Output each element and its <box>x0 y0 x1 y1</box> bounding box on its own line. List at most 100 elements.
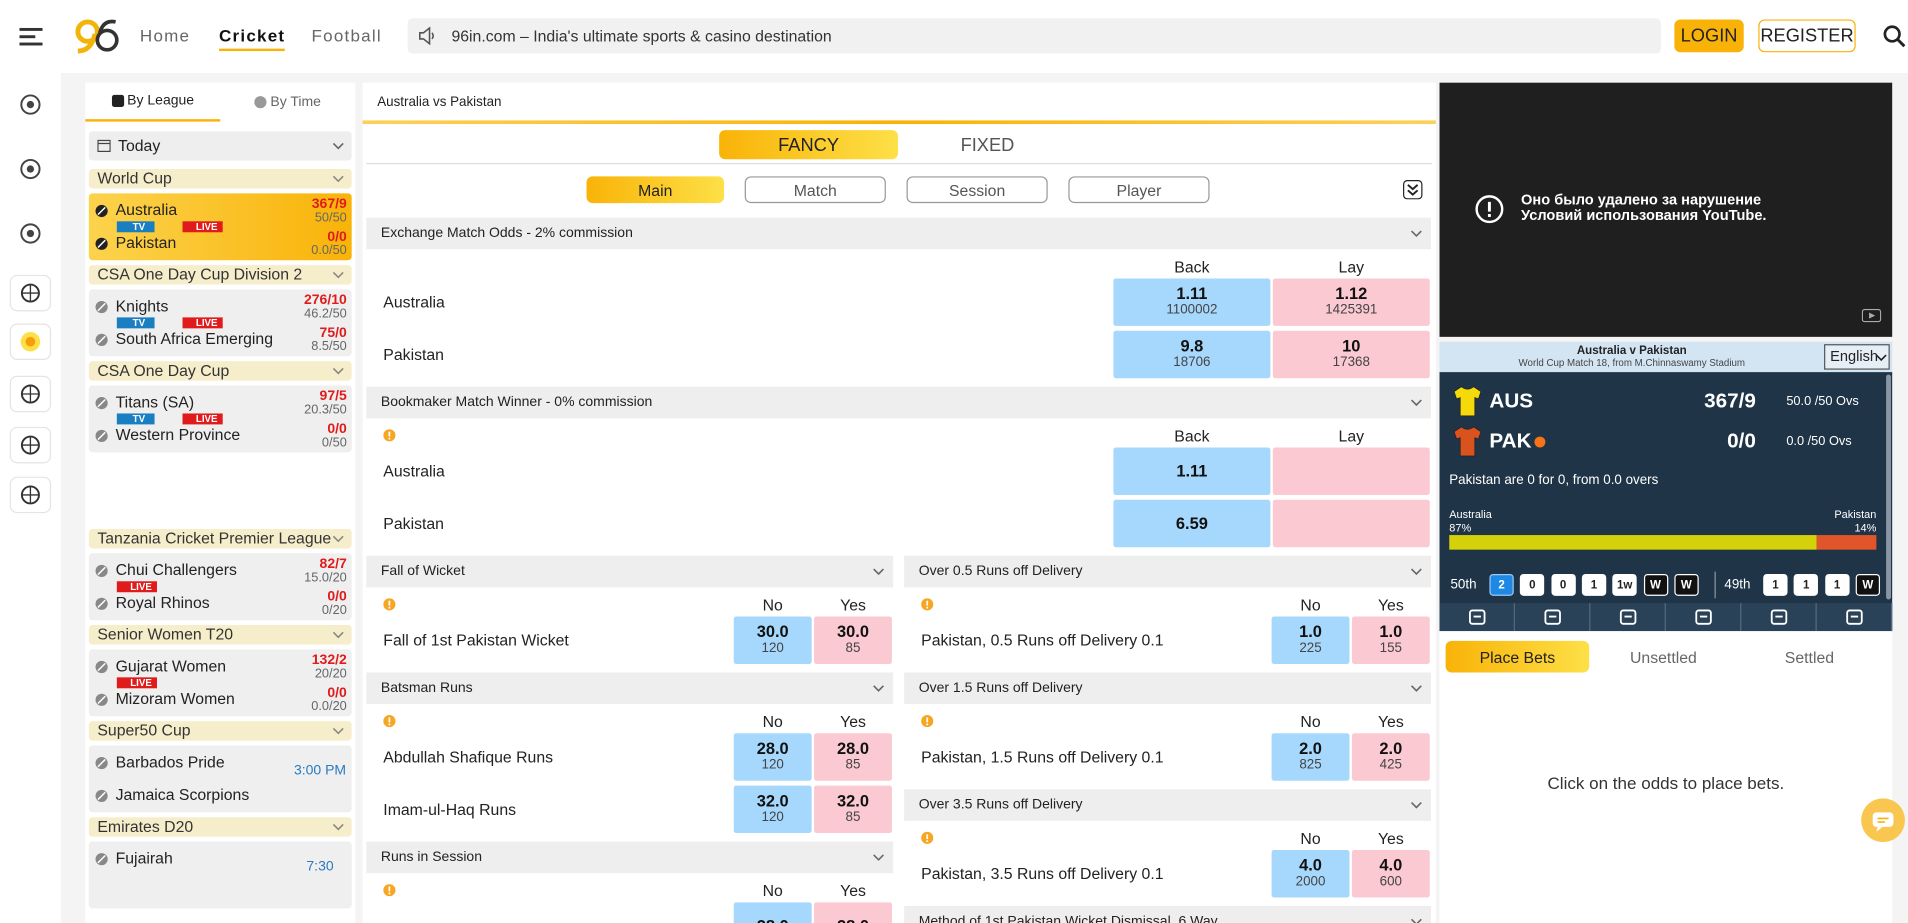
scoreboard-tab[interactable] <box>1590 603 1666 632</box>
odds-size: 2000 <box>1295 874 1326 889</box>
match-card[interactable]: Titans (SA) 97/5 20.3/50 Western Province 0/… <box>88 385 352 453</box>
sub-tab[interactable]: Main <box>586 176 725 204</box>
league-header[interactable] <box>88 265 352 285</box>
scoreboard-tab[interactable] <box>1440 603 1515 632</box>
odds-button[interactable]: 1.12 1425391 <box>1272 278 1430 326</box>
chevron <box>332 631 344 639</box>
market-header[interactable] <box>366 672 894 705</box>
market-title: Runs in Session <box>380 850 483 865</box>
odds-button[interactable]: 10 17368 <box>1272 330 1430 379</box>
odds-price: 4.0 <box>1299 856 1322 875</box>
scoreboard-tab[interactable] <box>1741 603 1817 632</box>
match-card[interactable]: Barbados Pride Jamaica Scorpions 3:00 PM <box>88 745 352 813</box>
team-score: 0/0 <box>327 421 347 437</box>
icon-part <box>95 397 108 410</box>
market-header[interactable] <box>904 789 1432 821</box>
collapse-button[interactable] <box>1403 179 1423 200</box>
sub-tab[interactable]: Session <box>906 176 1048 204</box>
icon-part <box>419 26 434 45</box>
league-header[interactable] <box>88 361 352 381</box>
odds-button[interactable]: 32.0 85 <box>814 785 892 834</box>
rail-icon[interactable] <box>19 158 41 180</box>
odds-button[interactable]: 1.11 1100002 <box>1113 278 1271 326</box>
odds-button[interactable]: 32.0 120 <box>733 785 812 834</box>
market-header[interactable] <box>366 217 1432 250</box>
market-header[interactable] <box>904 672 1432 705</box>
chevron <box>332 535 344 543</box>
league-header[interactable] <box>88 817 352 837</box>
market-header[interactable] <box>366 841 894 874</box>
odds-size: 120 <box>761 757 784 773</box>
bet-tab[interactable]: Settled <box>1784 647 1835 666</box>
menu-button[interactable] <box>19 27 43 46</box>
odds-button[interactable]: 1.0 155 <box>1351 616 1430 664</box>
odds-button[interactable] <box>1272 499 1430 548</box>
icon-part <box>95 789 108 802</box>
icon-part <box>21 486 39 504</box>
icon-part <box>1410 399 1422 407</box>
rail-icon[interactable] <box>19 94 41 116</box>
odds-button[interactable]: 9.8 18706 <box>1113 330 1271 379</box>
market-tab[interactable]: FANCY <box>719 130 899 160</box>
odds-button[interactable]: 4.0 600 <box>1351 850 1430 898</box>
logo[interactable] <box>74 17 120 56</box>
runner-name: Australia <box>383 293 445 312</box>
register-button[interactable]: REGISTER <box>1758 19 1856 53</box>
rail-icon[interactable] <box>19 223 41 245</box>
market-header[interactable] <box>904 555 1432 588</box>
nav-link[interactable]: Cricket <box>219 22 286 52</box>
odds-button[interactable]: 1.0 225 <box>1271 616 1350 664</box>
league-header[interactable] <box>88 721 352 741</box>
icon-part <box>95 564 108 578</box>
runner-name: Australia <box>383 462 445 481</box>
odds-button[interactable]: 2.0 825 <box>1271 733 1350 781</box>
match-card[interactable]: Fujairah 7:30 <box>88 841 352 909</box>
team-name: Western Province <box>115 425 241 444</box>
sidebar-tab[interactable]: By League <box>85 83 221 122</box>
league-header[interactable] <box>88 169 352 189</box>
sidebar-tab[interactable]: By Time <box>220 83 355 122</box>
nav-link[interactable]: Home <box>139 25 191 45</box>
team-overs: 46.2/50 <box>304 306 347 322</box>
match-card[interactable]: Chui Challengers 82/7 15.0/20 Royal Rhinos 0… <box>88 553 352 621</box>
bet-tab[interactable]: Place Bets <box>1445 640 1590 673</box>
icon-part <box>1410 685 1422 692</box>
odds-button[interactable]: 28.0 <box>733 902 812 923</box>
odds-button[interactable]: 28.0 120 <box>733 733 812 781</box>
odds-button[interactable]: 2.0 425 <box>1351 733 1430 781</box>
market-tab[interactable]: FIXED <box>960 134 1015 156</box>
sub-tab[interactable]: Match <box>744 176 886 204</box>
odds-button[interactable]: 30.0 85 <box>814 616 892 664</box>
chat-button[interactable] <box>1861 798 1906 843</box>
league-header[interactable] <box>88 528 352 549</box>
team-name: Australia <box>115 200 178 219</box>
tab-icon <box>1845 608 1864 626</box>
match-card[interactable]: Knights 276/10 46.2/50 South Africa Emergin… <box>88 289 352 357</box>
scoreboard-tab[interactable] <box>1666 603 1742 632</box>
match-card[interactable]: Australia 367/9 50/50 Pakistan 0/0 0.0/50 TV LI… <box>88 193 352 261</box>
odds-button[interactable]: 4.0 2000 <box>1271 850 1350 898</box>
login-button[interactable]: LOGIN <box>1674 19 1744 53</box>
odds-button[interactable]: 1.11 <box>1113 447 1271 495</box>
odds-button[interactable]: 30.0 120 <box>733 616 812 664</box>
odds-button[interactable]: 6.59 <box>1113 499 1271 548</box>
league-header[interactable] <box>88 625 352 645</box>
odds-button[interactable] <box>1272 447 1430 495</box>
scoreboard-tab[interactable] <box>1817 603 1893 632</box>
rail-icon <box>19 282 41 304</box>
market-header[interactable] <box>366 555 894 588</box>
scoreboard-tab[interactable] <box>1515 603 1591 632</box>
bet-tab[interactable]: Unsettled <box>1629 647 1697 666</box>
probability-team: Australia <box>1449 508 1492 521</box>
market-header[interactable] <box>904 905 1432 923</box>
language-select[interactable]: English <box>1824 344 1890 370</box>
market-header[interactable] <box>366 386 1432 419</box>
match-card[interactable]: Gujarat Women 132/2 20/20 Mizoram Women 0/0 0… <box>88 649 352 717</box>
runner-name: Imam-ul-Haq Runs <box>383 800 517 819</box>
sub-tab[interactable]: Player <box>1068 176 1210 204</box>
odds-button[interactable]: 28.0 85 <box>814 733 892 781</box>
search-button[interactable] <box>1882 24 1906 48</box>
nav-link[interactable]: Football <box>311 25 382 45</box>
date-filter[interactable] <box>88 131 352 161</box>
odds-button[interactable]: 28.0 <box>814 902 892 923</box>
